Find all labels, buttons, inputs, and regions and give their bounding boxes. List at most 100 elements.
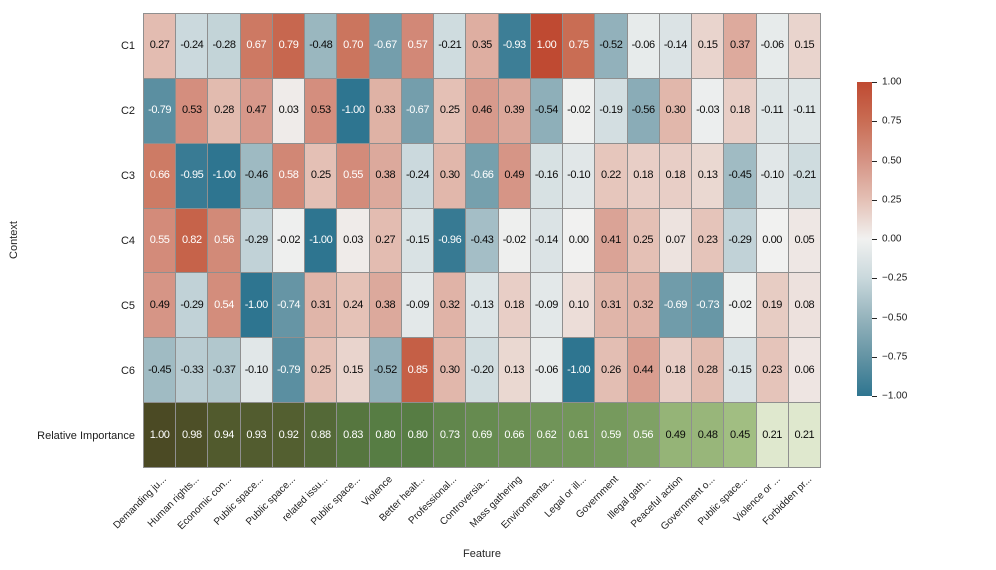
x-tick-label: Controversia... xyxy=(438,474,492,528)
heatmap-cell: -0.52 xyxy=(595,14,627,78)
heatmap-cell: 0.30 xyxy=(659,78,692,143)
heatmap-cell: 0.07 xyxy=(659,208,692,273)
heatmap-cell: 0.80 xyxy=(401,403,434,467)
heatmap-cell: -0.10 xyxy=(240,338,272,403)
heatmap-cell: 0.47 xyxy=(240,78,272,143)
x-tick-label: Mass gathering xyxy=(467,474,525,531)
heatmap-cell: 0.66 xyxy=(498,403,530,467)
heatmap-cell: 0.46 xyxy=(466,78,498,143)
heatmap-cell: 0.85 xyxy=(401,338,434,403)
x-tick-label: Professional... xyxy=(406,474,460,527)
heatmap-cell: 0.93 xyxy=(240,403,272,467)
heatmap-cell: 0.15 xyxy=(788,14,820,78)
heatmap-cell: -0.73 xyxy=(692,273,724,338)
heatmap-cell: 0.61 xyxy=(563,403,595,467)
colorbar-tick-mark xyxy=(872,199,877,201)
heatmap-cell: 0.38 xyxy=(369,273,401,338)
heatmap-cell: 0.94 xyxy=(208,403,240,467)
heatmap-cell: 0.53 xyxy=(305,78,337,143)
heatmap-cell: -0.69 xyxy=(659,273,692,338)
heatmap-cell: 0.32 xyxy=(434,273,466,338)
heatmap-cell: 0.21 xyxy=(788,403,820,467)
heatmap-cell: -0.06 xyxy=(530,338,563,403)
heatmap-cell: 0.00 xyxy=(563,208,595,273)
heatmap-cell: 0.06 xyxy=(788,338,820,403)
x-tick-label: Public space... xyxy=(308,474,363,528)
heatmap-cell: 1.00 xyxy=(144,403,176,467)
y-tick-label: C5 xyxy=(120,299,135,312)
heatmap-cell: 0.80 xyxy=(369,403,401,467)
heatmap-cell: 0.35 xyxy=(466,14,498,78)
x-tick-label: related issu... xyxy=(280,474,331,524)
x-tick-label: Government xyxy=(574,474,621,521)
heatmap-cell: 0.13 xyxy=(498,338,530,403)
heatmap-cell: -0.21 xyxy=(788,143,820,208)
heatmap-cell: 0.27 xyxy=(369,208,401,273)
heatmap-cell: 0.62 xyxy=(530,403,563,467)
heatmap-cell: 0.33 xyxy=(369,78,401,143)
y-tick-label: C4 xyxy=(120,234,135,247)
colorbar-tick-mark xyxy=(872,278,877,280)
heatmap-cell: -0.15 xyxy=(724,338,756,403)
heatmap-cell: 0.70 xyxy=(337,14,369,78)
heatmap-cell: 0.15 xyxy=(692,14,724,78)
y-tick-label: C3 xyxy=(120,169,135,182)
heatmap-cell: 0.18 xyxy=(498,273,530,338)
heatmap-cell: -1.00 xyxy=(208,143,240,208)
heatmap-cell: 0.57 xyxy=(401,14,434,78)
colorbar-tick-mark xyxy=(872,82,877,83)
colorbar-tick-label: 0.50 xyxy=(882,155,902,166)
x-tick-label: Violence or ... xyxy=(731,474,783,525)
heatmap-cell: 0.31 xyxy=(305,273,337,338)
heatmap-cell: 0.18 xyxy=(627,143,659,208)
heatmap-cell: -0.74 xyxy=(272,273,305,338)
heatmap-cell: 0.56 xyxy=(208,208,240,273)
heatmap-cell: -0.24 xyxy=(176,14,208,78)
heatmap-cell: 0.25 xyxy=(305,338,337,403)
heatmap-cell: 0.28 xyxy=(692,338,724,403)
heatmap-cell: -0.24 xyxy=(401,143,434,208)
x-tick-label: Economic con... xyxy=(175,474,234,533)
heatmap-cell: 0.48 xyxy=(692,403,724,467)
x-tick-label: Better healt... xyxy=(377,474,428,524)
colorbar-tick-mark xyxy=(872,317,877,319)
heatmap-cell: 0.03 xyxy=(337,208,369,273)
heatmap-cell: -0.46 xyxy=(240,143,272,208)
heatmap-cell: 0.27 xyxy=(144,14,176,78)
heatmap-cell: 0.10 xyxy=(563,273,595,338)
x-tick-label: Illegal gath... xyxy=(605,474,654,522)
heatmap-cell: -1.00 xyxy=(240,273,272,338)
heatmap-cell: -0.93 xyxy=(498,14,530,78)
heatmap-cell: -0.16 xyxy=(530,143,563,208)
heatmap-cell: 0.26 xyxy=(595,338,627,403)
heatmap-cell: -1.00 xyxy=(305,208,337,273)
heatmap-cell: 0.88 xyxy=(305,403,337,467)
heatmap-cell: 0.28 xyxy=(208,78,240,143)
heatmap-cell: 0.55 xyxy=(337,143,369,208)
heatmap-cell: -0.10 xyxy=(563,143,595,208)
heatmap-cell: -0.45 xyxy=(144,338,176,403)
heatmap-cell: -0.67 xyxy=(369,14,401,78)
heatmap-cell: -0.56 xyxy=(627,78,659,143)
heatmap-cell: 0.54 xyxy=(208,273,240,338)
heatmap-cell: -0.52 xyxy=(369,338,401,403)
colorbar: 1.00 0.75 0.50 0.25 0.00 −0.25 −0.50 −0.75 −1.00 xyxy=(857,77,907,402)
heatmap-cell: -0.79 xyxy=(272,338,305,403)
heatmap-cell: 0.59 xyxy=(595,403,627,467)
colorbar-tick-mark xyxy=(872,396,877,397)
heatmap-cell: -0.06 xyxy=(756,14,788,78)
heatmap-cell: 0.55 xyxy=(144,208,176,273)
heatmap-cell: 0.18 xyxy=(659,143,692,208)
heatmap-cell: -0.43 xyxy=(466,208,498,273)
heatmap-cell: -0.11 xyxy=(788,78,820,143)
heatmap-cell: 1.00 xyxy=(530,14,563,78)
heatmap-cell: 0.45 xyxy=(724,403,756,467)
heatmap-cell: 0.39 xyxy=(498,78,530,143)
heatmap-cell: 0.03 xyxy=(272,78,305,143)
x-tick-label: Peaceful action xyxy=(629,474,686,531)
heatmap-cell: -0.11 xyxy=(756,78,788,143)
heatmap-cell: 0.38 xyxy=(369,143,401,208)
heatmap-cell: -0.95 xyxy=(176,143,208,208)
heatmap-cell: 0.18 xyxy=(659,338,692,403)
